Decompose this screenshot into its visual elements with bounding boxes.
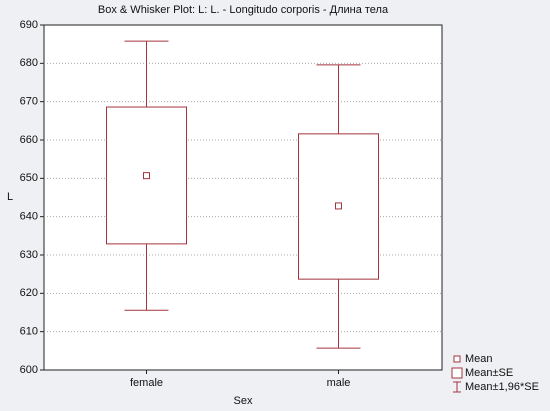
y-tick-label: 610 (20, 326, 38, 338)
legend-label: Mean±1,96*SE (465, 381, 539, 393)
legend-label: Mean (465, 353, 493, 365)
y-tick-label: 690 (20, 19, 38, 31)
x-tick-label: female (130, 377, 163, 389)
y-axis-label: L (7, 191, 13, 203)
y-tick-label: 600 (20, 364, 38, 376)
box (298, 133, 379, 280)
x-tick-label: male (327, 377, 351, 389)
y-tick-label: 620 (20, 287, 38, 299)
legend-icon-mean (453, 355, 461, 363)
y-tick-label: 630 (20, 249, 38, 261)
mean-marker (335, 202, 342, 210)
chart-title: Box & Whisker Plot: L: L. - Longitudo co… (98, 4, 389, 16)
legend-label: Mean±SE (465, 367, 513, 379)
y-tick-label: 660 (20, 134, 38, 146)
y-tick-label: 650 (20, 172, 38, 184)
x-axis-label: Sex (234, 395, 253, 407)
y-tick-label: 670 (20, 96, 38, 108)
legend-icon-se (451, 367, 463, 379)
mean-marker (143, 172, 150, 180)
y-tick-label: 640 (20, 211, 38, 223)
y-tick-label: 680 (20, 57, 38, 69)
plot-area (43, 24, 443, 371)
